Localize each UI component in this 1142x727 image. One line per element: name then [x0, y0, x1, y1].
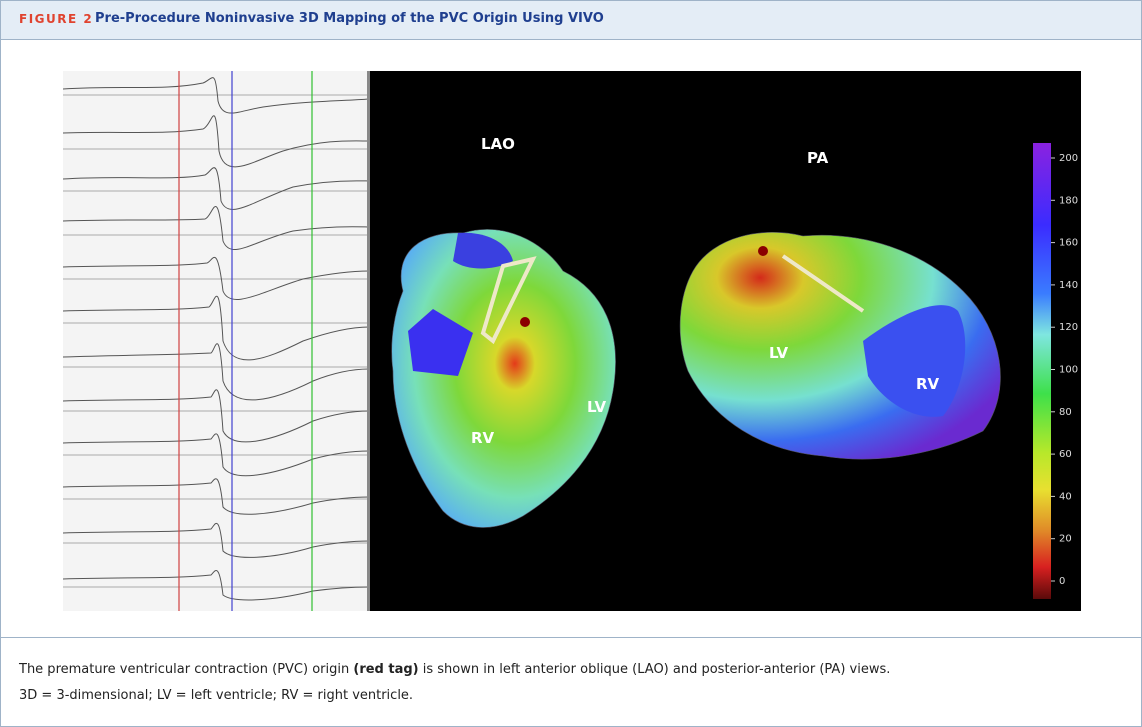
separator: [1, 637, 1141, 638]
figure-label: FIGURE 2: [19, 12, 93, 26]
colorbar-tick-label: 120: [1059, 322, 1078, 333]
colorbar-tick-label: 200: [1059, 153, 1078, 164]
colorbar-tick-label: 40: [1059, 491, 1072, 502]
figure-header: FIGURE 2 Pre-Procedure Noninvasive 3D Ma…: [1, 1, 1141, 40]
colorbar-tick-label: 180: [1059, 195, 1078, 206]
colorbar-tick-label: 20: [1059, 534, 1072, 545]
red-tag: [520, 317, 530, 327]
caption: The premature ventricular contraction (P…: [19, 657, 1119, 709]
colorbar: [1033, 143, 1051, 599]
colorbar-tick-label: 160: [1059, 238, 1078, 249]
region-label: LV: [769, 344, 788, 362]
region-label: RV: [916, 375, 940, 393]
figure-title: Pre-Procedure Noninvasive 3D Mapping of …: [95, 11, 604, 26]
view-label: LAO: [481, 135, 515, 153]
region-label: RV: [471, 429, 495, 447]
colorbar-tick-label: 80: [1059, 407, 1072, 418]
figure-image: LAO PA LV RV LV RV 0 20 40 60 80 100 120 140 160…: [63, 71, 1081, 611]
region-label: LV: [587, 398, 606, 416]
caption-abbreviations: 3D = 3-dimensional; LV = left ventricle;…: [19, 688, 413, 703]
caption-text: is shown in left anterior oblique (LAO) …: [423, 662, 891, 677]
figure: FIGURE 2 Pre-Procedure Noninvasive 3D Ma…: [0, 0, 1142, 727]
caption-text: The premature ventricular contraction (P…: [19, 662, 349, 677]
colorbar-tick-label: 60: [1059, 449, 1072, 460]
panel-divider: [367, 71, 370, 611]
colorbar-tick-label: 140: [1059, 280, 1078, 291]
colorbar-tick-label: 0: [1059, 576, 1065, 587]
colorbar-tick-label: 100: [1059, 365, 1078, 376]
caption-emphasis: (red tag): [353, 662, 418, 677]
view-label: PA: [807, 149, 829, 167]
ecg-panel: [63, 71, 369, 611]
red-tag: [758, 246, 768, 256]
